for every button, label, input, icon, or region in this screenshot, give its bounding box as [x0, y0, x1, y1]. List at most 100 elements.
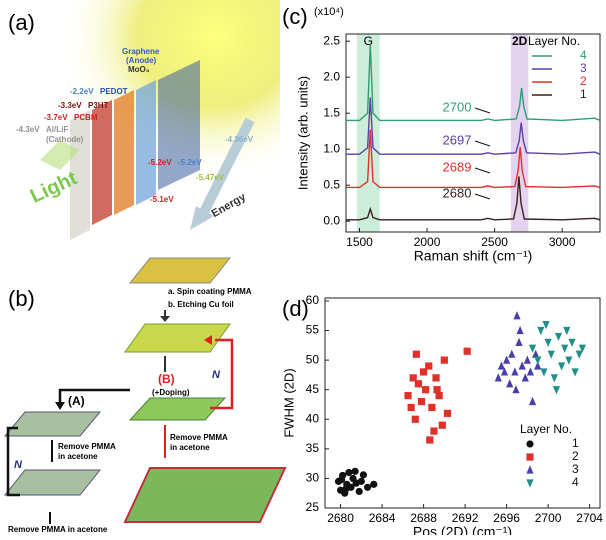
stacked-sheets [123, 467, 287, 523]
sheet [128, 257, 232, 284]
y-tick-label: 30 [306, 471, 320, 485]
annotation: 2697 [443, 132, 472, 147]
panel-a: (a) Graphene (Anode) MoO₃ -2.2eV PEDOT -… [8, 0, 280, 240]
y-tick-label: 0.0 [323, 213, 340, 227]
point [409, 374, 417, 382]
x-tick-label: 2000 [414, 235, 441, 249]
point [419, 368, 428, 376]
sheet [124, 323, 231, 353]
label: (B) [158, 372, 175, 386]
legend-label: 3 [580, 61, 587, 75]
point [412, 350, 420, 358]
label: (Anode) [126, 56, 157, 65]
legend-swatch [526, 440, 534, 448]
point [433, 386, 441, 394]
point [528, 396, 537, 406]
y-tick-label: 40 [306, 411, 320, 425]
point [417, 397, 426, 406]
label: (A) [68, 394, 85, 408]
y-tick-label: 0.5 [323, 177, 340, 191]
point [578, 344, 586, 353]
x-tick-label: 2500 [481, 235, 508, 249]
point [500, 367, 509, 376]
point [430, 427, 438, 435]
point [521, 373, 529, 382]
arrow [58, 388, 130, 404]
point [528, 344, 537, 353]
energy-arrow [195, 117, 255, 223]
legend-label: 1 [572, 436, 579, 450]
loop-arrow [210, 338, 234, 410]
point [357, 477, 365, 485]
point [568, 338, 576, 347]
x-axis-label: Pos (2D) (cm⁻¹) [413, 524, 512, 535]
label: Remove PMMA [170, 433, 228, 442]
region-label: 2D [512, 34, 528, 48]
point [407, 403, 415, 412]
point [532, 349, 540, 358]
point [552, 386, 561, 395]
y-tick-label: 60 [306, 293, 320, 307]
panel-label: (c) [282, 4, 308, 29]
point [359, 471, 367, 479]
point [561, 344, 569, 353]
legend-title: Layer No. [520, 422, 572, 436]
point [338, 476, 346, 484]
x-tick-label: 2700 [535, 511, 562, 525]
label: a. Spin coating PMMA [168, 287, 252, 296]
point [534, 356, 542, 365]
label: N [14, 459, 23, 471]
label: N [212, 369, 221, 381]
point [494, 373, 502, 382]
point [411, 415, 419, 423]
point [512, 385, 520, 394]
y-tick-label: 55 [306, 323, 320, 337]
point [443, 409, 452, 417]
point [497, 361, 506, 370]
x-tick-label: 2688 [410, 511, 437, 525]
point [526, 367, 535, 376]
point [370, 480, 378, 488]
point [342, 485, 350, 493]
panel-label: (d) [282, 296, 309, 321]
label: -5.1eV [150, 195, 174, 204]
legend-swatch [526, 465, 534, 474]
point [571, 368, 579, 377]
y-tick-label: 25 [306, 500, 320, 514]
point [363, 483, 372, 491]
loop-arrow [6, 426, 20, 497]
x-axis-label: Raman shift (cm⁻¹) [414, 248, 533, 264]
layer-p3ht [114, 90, 134, 215]
point [513, 311, 521, 320]
annotation: 2700 [443, 99, 472, 114]
label: PEDOT [100, 87, 128, 96]
point [563, 326, 571, 336]
point [537, 326, 545, 336]
annotation: 2680 [443, 185, 472, 200]
y-tick-label: 50 [306, 352, 320, 366]
label: -2.2eV [70, 87, 94, 96]
layer-graphene [158, 60, 200, 190]
legend-title: Layer No. [528, 34, 580, 48]
annotation-arrow [474, 193, 491, 200]
light-arrow [40, 140, 80, 170]
label: (Cathode) [46, 135, 84, 144]
label: -3.3eV [58, 101, 82, 110]
arrow-head [204, 335, 212, 345]
layer-pcbm [92, 100, 112, 225]
point [565, 356, 573, 365]
point [404, 392, 412, 400]
x-tick-label: 3000 [549, 235, 576, 249]
point [534, 361, 542, 370]
point [506, 379, 514, 388]
x-tick-label: 2704 [576, 511, 603, 525]
region-label: G [364, 34, 373, 48]
label: in acetone [170, 443, 210, 452]
sheet [128, 397, 227, 421]
label: -3.7eV [44, 113, 68, 122]
point [558, 362, 566, 371]
label: -5.47eV [196, 173, 225, 182]
point [547, 350, 555, 359]
x-tick-label: 1500 [346, 235, 373, 249]
